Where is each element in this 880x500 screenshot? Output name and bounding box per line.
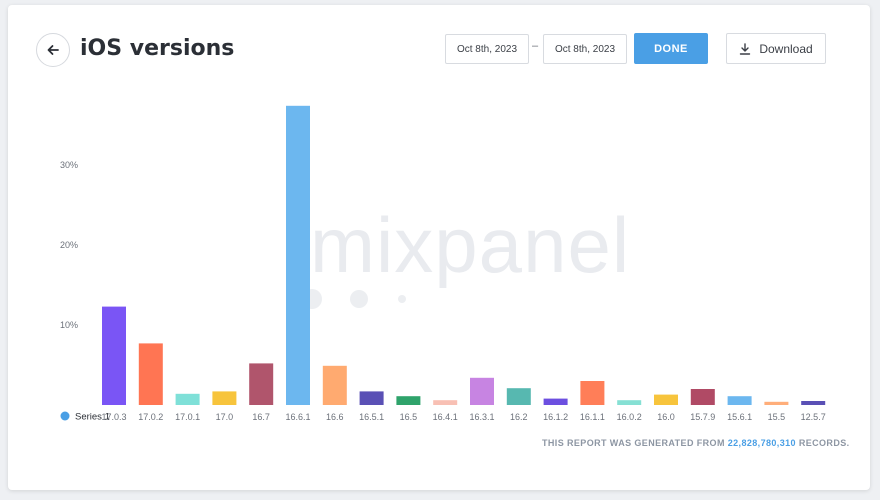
- x-tick-label: 16.7: [252, 412, 270, 422]
- y-tick-label: 10%: [60, 320, 78, 330]
- bar-15-7-9[interactable]: [690, 389, 715, 405]
- x-tick-label: 17.0.3: [101, 412, 126, 422]
- x-tick-label: 15.5: [768, 412, 786, 422]
- x-tick-label: 16.5: [400, 412, 418, 422]
- bar-16-0[interactable]: [654, 394, 678, 405]
- legend: Series 1: [60, 411, 110, 423]
- x-tick-label: 17.0.2: [138, 412, 163, 422]
- bar-17-0-1[interactable]: [175, 393, 200, 405]
- x-tick-label: 15.7.9: [690, 412, 715, 422]
- download-icon: [740, 42, 751, 55]
- page-title: iOS versions: [80, 36, 235, 61]
- x-tick-label: 15.6.1: [727, 412, 752, 422]
- x-tick-label: 16.0.2: [617, 412, 642, 422]
- footer-prefix: THIS REPORT WAS GENERATED FROM: [542, 438, 725, 448]
- y-axis: 10% 20% 30%: [60, 160, 78, 330]
- x-tick-label: 17.0.1: [175, 412, 200, 422]
- x-tick-label: 16.2: [510, 412, 528, 422]
- watermark: mixpanel: [302, 201, 630, 309]
- x-tick-label: 16.1.2: [543, 412, 568, 422]
- bars: [102, 105, 826, 406]
- arrow-left-icon: [47, 45, 59, 55]
- bar-16-3-1[interactable]: [470, 377, 494, 405]
- x-tick-label: 12.5.7: [801, 412, 826, 422]
- x-tick-label: 16.4.1: [433, 412, 458, 422]
- bar-16-1-2[interactable]: [543, 398, 568, 405]
- x-tick-label: 16.6: [326, 412, 344, 422]
- date-from-input[interactable]: Oct 8th, 2023: [445, 34, 529, 64]
- bar-16-2[interactable]: [506, 388, 531, 405]
- bar-17-0[interactable]: [212, 391, 237, 405]
- footer-note: THIS REPORT WAS GENERATED FROM 22,828,78…: [542, 438, 850, 448]
- legend-marker: [60, 411, 70, 421]
- x-tick-label: 16.0: [657, 412, 675, 422]
- bar-16-4-1[interactable]: [433, 400, 458, 405]
- x-tick-label: 17.0: [216, 412, 234, 422]
- done-button[interactable]: DONE: [634, 33, 708, 64]
- y-tick-label: 30%: [60, 160, 78, 170]
- watermark-text: mixpanel: [310, 201, 630, 289]
- bar-16-0-2[interactable]: [617, 400, 642, 405]
- download-button[interactable]: Download: [726, 33, 826, 64]
- x-axis: 17.0.3 17.0.2 17.0.1 17.0 16.7 16.6.1 16.6 16.5…: [101, 412, 825, 422]
- bar-16-1-1[interactable]: [580, 381, 605, 405]
- x-tick-label: 16.3.1: [469, 412, 494, 422]
- x-tick-label: 16.6.1: [285, 412, 310, 422]
- bar-16-6[interactable]: [322, 365, 347, 405]
- x-tick-label: 16.5.1: [359, 412, 384, 422]
- bar-16-5[interactable]: [396, 396, 421, 405]
- bar-12-5-7[interactable]: [801, 401, 826, 405]
- records-count: 22,828,780,310: [727, 438, 796, 448]
- date-separator: –: [532, 40, 539, 52]
- footer-suffix: RECORDS.: [798, 438, 850, 448]
- bar-15-5[interactable]: [764, 401, 789, 405]
- back-button[interactable]: [36, 33, 70, 67]
- download-label: Download: [759, 41, 813, 56]
- legend-label[interactable]: Series 1: [75, 412, 110, 423]
- bar-17-0-2[interactable]: [138, 343, 163, 405]
- bar-16-6-1[interactable]: [286, 105, 310, 406]
- y-tick-label: 20%: [60, 240, 78, 250]
- bar-17-0-3[interactable]: [102, 306, 126, 405]
- date-to-input[interactable]: Oct 8th, 2023: [543, 34, 627, 64]
- bar-16-5-1[interactable]: [359, 391, 384, 405]
- bar-16-7[interactable]: [249, 363, 274, 405]
- bar-15-6-1[interactable]: [727, 396, 752, 405]
- x-tick-label: 16.1.1: [580, 412, 605, 422]
- report-card: [8, 5, 870, 490]
